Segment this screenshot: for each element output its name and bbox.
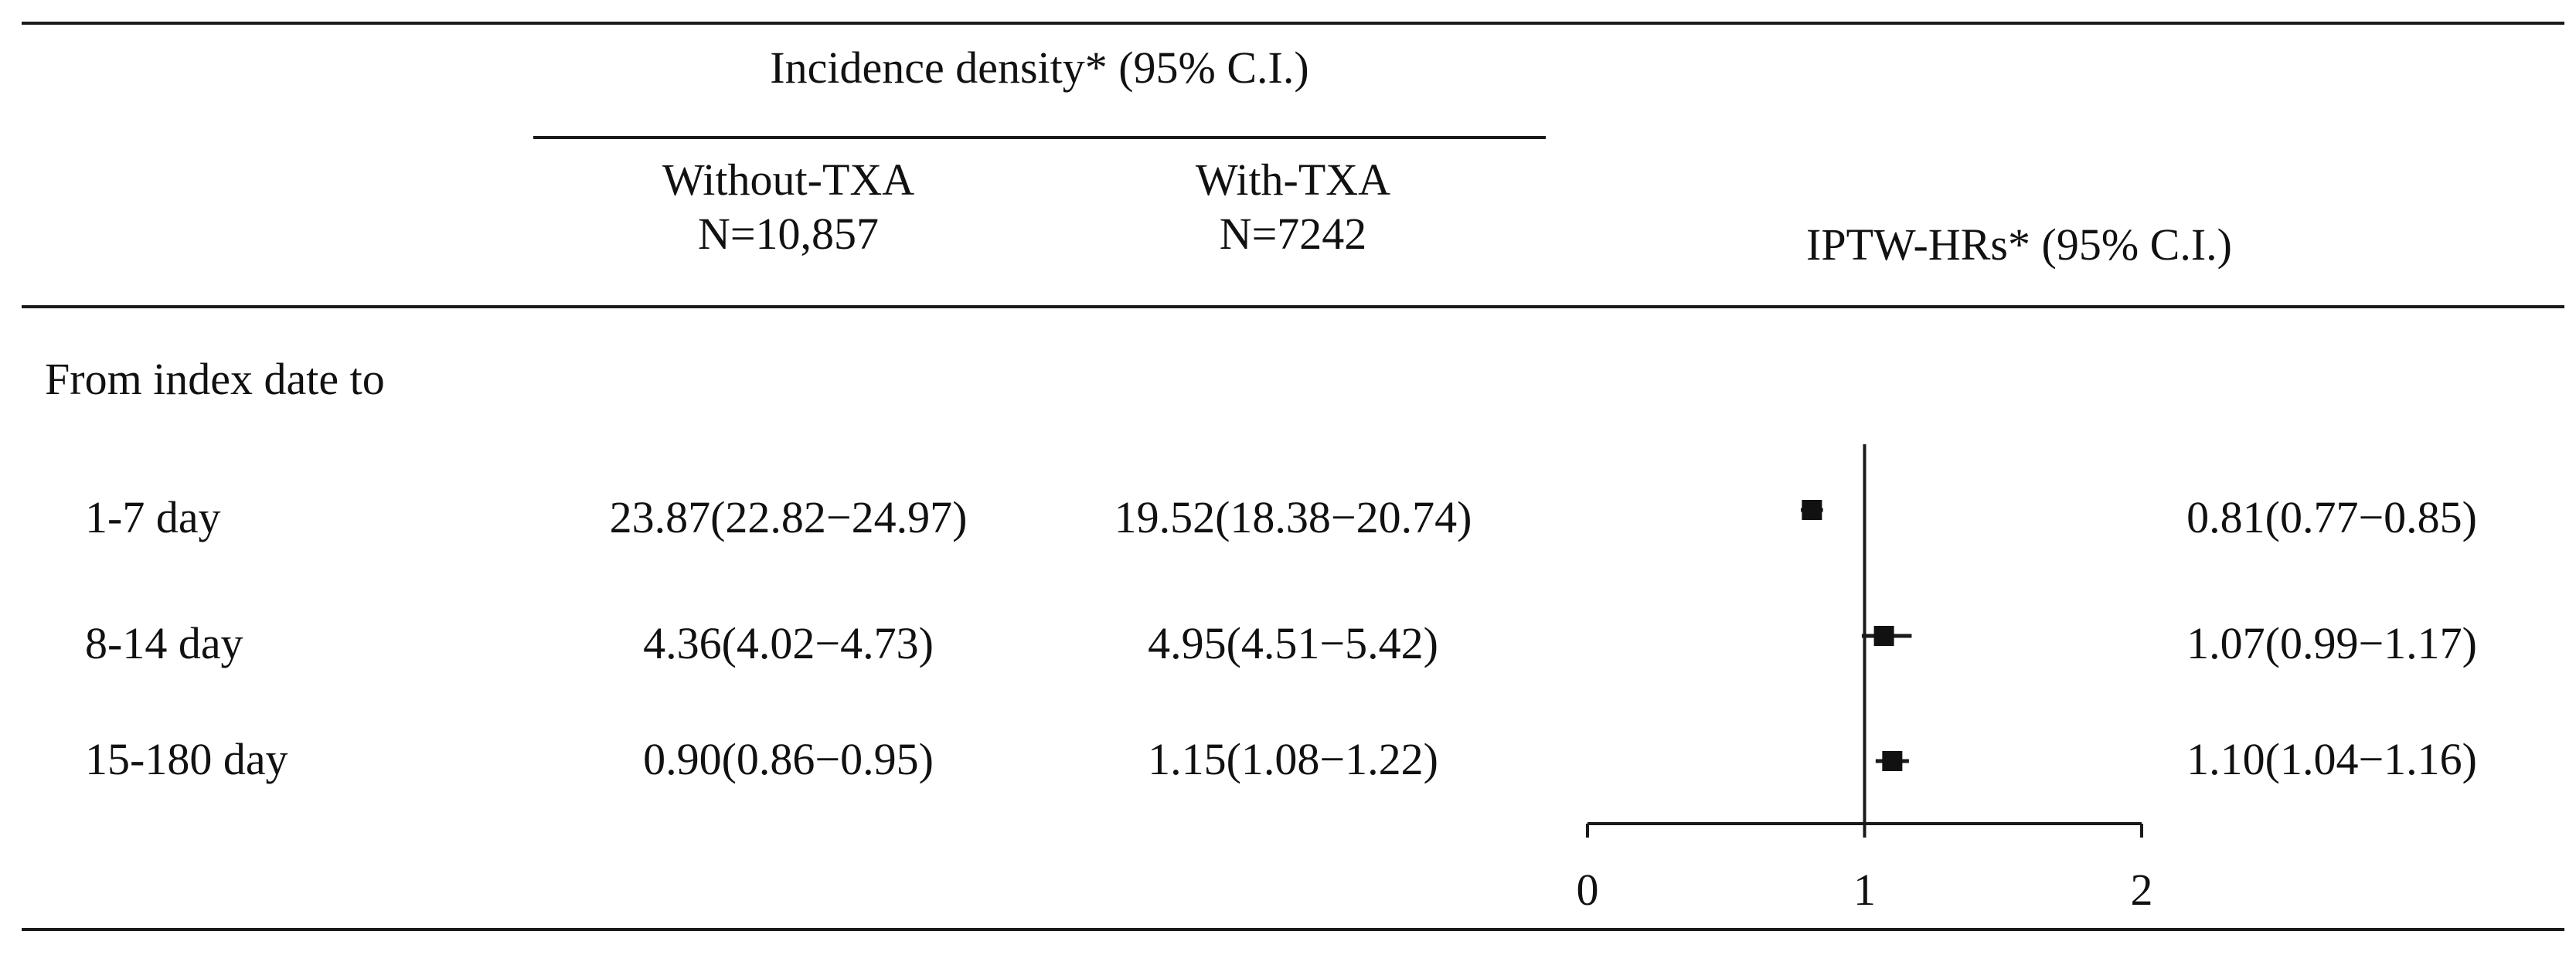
without-txa-label: Without-TXA <box>662 155 915 205</box>
incidence-density-header: Incidence density* (95% C.I.) <box>770 42 1309 93</box>
with-txa-header: With-TXA N=7242 <box>1061 153 1525 261</box>
header-bottom-rule <box>22 305 2564 308</box>
row-without-1: 23.87(22.82−24.97) <box>609 492 968 542</box>
row-hr-3: 1.10(1.04−1.16) <box>2186 734 2477 784</box>
row-period-1: 1-7 day <box>85 492 221 542</box>
hr-point-marker <box>1873 626 1894 646</box>
group-header-underline <box>533 136 1546 139</box>
row-without-3: 0.90(0.86−0.95) <box>643 734 934 784</box>
row-hr-2: 1.07(0.99−1.17) <box>2186 618 2477 668</box>
section-label: From index date to <box>45 354 385 404</box>
row-period-3: 15-180 day <box>85 734 288 784</box>
iptw-hr-header: IPTW-HRs* (95% C.I.) <box>1806 219 2232 270</box>
with-txa-label: With-TXA <box>1195 155 1391 205</box>
row-with-1: 19.52(18.38−20.74) <box>1114 492 1472 542</box>
row-without-2: 4.36(4.02−4.73) <box>643 618 934 668</box>
row-with-3: 1.15(1.08−1.22) <box>1148 734 1438 784</box>
x-tick-label: 0 <box>1577 865 1599 915</box>
row-hr-1: 0.81(0.77−0.85) <box>2186 492 2477 542</box>
without-txa-header: Without-TXA N=10,857 <box>556 153 1020 261</box>
row-period-2: 8-14 day <box>85 618 243 668</box>
hr-point-marker <box>1802 500 1822 520</box>
with-txa-n: N=7242 <box>1219 209 1367 259</box>
without-txa-n: N=10,857 <box>697 209 880 259</box>
hr-point-marker <box>1882 751 1903 771</box>
table-top-rule <box>22 22 2564 25</box>
table-bottom-rule <box>22 928 2564 931</box>
row-with-2: 4.95(4.51−5.42) <box>1148 618 1438 668</box>
x-tick-label: 1 <box>1853 865 1876 915</box>
x-tick-label: 2 <box>2131 865 2153 915</box>
